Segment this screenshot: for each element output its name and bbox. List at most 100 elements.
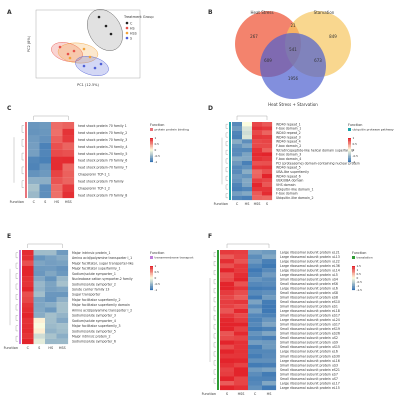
heatmap-cell xyxy=(248,308,263,314)
scale-step xyxy=(150,282,153,285)
row-label: Large ribosomal subunit protein eL21 xyxy=(280,250,340,254)
heatmap-cell xyxy=(248,259,263,264)
row-label: Small ribosomal subunit protein eS26 xyxy=(280,332,340,336)
scale-tick-label: 1 xyxy=(353,136,355,140)
dendrogram-branch xyxy=(213,342,216,348)
heatmap-cell xyxy=(248,371,263,377)
dendrogram-branch xyxy=(225,184,228,190)
heatmap-cell xyxy=(262,331,277,336)
heatmap-cell xyxy=(232,165,243,170)
scale-tick-label: 1 xyxy=(155,136,157,140)
heatmap-cell xyxy=(262,326,277,332)
scale-step xyxy=(348,152,351,154)
dendrogram-branch xyxy=(225,150,228,155)
heatmap-cell xyxy=(262,277,277,282)
scale-step xyxy=(348,151,351,153)
row-label: Large ribosomal subunit protein uL6 xyxy=(280,287,338,291)
row-label: WD40 repeat_2 xyxy=(276,131,301,135)
heatmap-cell xyxy=(248,263,263,269)
heatmap-cell xyxy=(220,290,235,296)
column-label: HSS xyxy=(238,392,245,396)
row-label: Small ribosomal subunit protein eS8 xyxy=(280,296,338,300)
heatmap-cell xyxy=(234,367,249,373)
row-label: heat shock protein 70 family_6 xyxy=(78,159,127,163)
scale-tick-label: -1 xyxy=(155,160,158,164)
heatmap-cell xyxy=(62,122,75,130)
heatmap-cell xyxy=(28,142,40,150)
heatmap-cell xyxy=(220,295,235,300)
dendrogram-branch xyxy=(225,141,228,146)
heatmap-cell xyxy=(45,307,57,313)
heatmap-cell xyxy=(220,380,235,386)
dendrogram-branch xyxy=(213,270,216,275)
function-annotation-strip xyxy=(217,250,219,390)
pca-ylabel: PC2 (8%) xyxy=(27,35,31,52)
scale-step xyxy=(348,159,351,161)
heatmap-cell xyxy=(234,313,249,318)
heatmap-cell xyxy=(248,331,263,336)
row-label: Major facilitator superfamily domain xyxy=(72,303,130,307)
function-axis-label: Function xyxy=(10,200,24,204)
row-label: Small ribosomal subunit protein uS3 xyxy=(280,363,338,367)
heatmap-cell xyxy=(234,371,249,377)
heatmap-cell xyxy=(220,299,235,305)
heatmap-cell xyxy=(232,122,243,127)
heatmap-cell xyxy=(33,255,46,261)
heatmap-cell xyxy=(252,135,263,140)
function-axis-label: Function xyxy=(214,202,228,206)
heatmap-cell xyxy=(33,297,46,303)
scale-step xyxy=(150,158,153,160)
column-label: HSS xyxy=(254,202,261,206)
row-label: PCI (proteasome) domain-containing nucle… xyxy=(276,161,360,165)
heatmap-cell xyxy=(262,358,277,364)
heatmap-cell xyxy=(45,312,57,318)
scale-step xyxy=(150,144,153,146)
heatmap-cell xyxy=(220,376,235,382)
heatmap-cell xyxy=(242,182,253,188)
heatmap-cell xyxy=(242,161,253,166)
column-dendrogram xyxy=(27,243,63,248)
heatmap-cell xyxy=(56,328,69,334)
scale-step xyxy=(150,142,153,145)
row-label: Major facilitator, sugar transporter-lik… xyxy=(72,261,134,265)
heatmap-cell xyxy=(220,349,235,354)
dendrogram-branch xyxy=(213,306,216,312)
venn-label-starvation: Starvation xyxy=(314,10,335,15)
heatmap-cell xyxy=(252,169,263,175)
heatmap-cell xyxy=(262,313,277,318)
row-label: F-box domain_1 xyxy=(276,127,301,131)
scale-tick-label: 1.5 xyxy=(357,264,362,268)
heatmap-cell xyxy=(248,272,263,278)
column-label: S xyxy=(44,200,46,204)
panel-f: F Large ribosomal subunit protein eL21La… xyxy=(202,233,373,396)
row-label: Amino acid/polyamine transporter I_2 xyxy=(72,308,132,312)
heatmap-cell xyxy=(252,165,263,170)
dendrogram-branch xyxy=(225,124,228,129)
heatmap-cell xyxy=(248,313,263,318)
heatmap-cell xyxy=(262,299,277,305)
panel-e-label: E xyxy=(7,233,11,240)
row-label: Large ribosomal subunit protein uL13 xyxy=(280,255,340,259)
heatmap-cell xyxy=(22,307,34,313)
heatmap-cell xyxy=(248,349,263,354)
point-c xyxy=(104,24,108,28)
heatmap-cell xyxy=(33,250,46,256)
heatmap-cell xyxy=(262,178,273,183)
heatmap-cell xyxy=(56,250,69,256)
scale-step xyxy=(348,154,351,157)
heatmap-cell xyxy=(262,169,273,175)
color-scale: 1 0.5 0 -0.5 -1 xyxy=(150,136,160,164)
pca-legend-title: Treatment Group xyxy=(123,15,154,19)
scale-step xyxy=(352,284,355,286)
row-label: UBX/UBA domain xyxy=(276,179,303,183)
heatmap-cell xyxy=(234,277,249,282)
panel-a-label: A xyxy=(7,9,12,16)
heatmap-cell xyxy=(242,152,253,157)
scale-tick-label: 0 xyxy=(357,276,359,280)
heatmap-cell xyxy=(234,254,249,260)
panel-b: B Heat Stress Starvation Heat Stress + S… xyxy=(208,9,351,107)
heatmap-cell xyxy=(28,149,40,157)
heatmap-cell xyxy=(252,148,263,153)
row-label: Large ribosomal subunit protein eL36 xyxy=(280,264,340,268)
heatmap-cell xyxy=(28,163,40,171)
